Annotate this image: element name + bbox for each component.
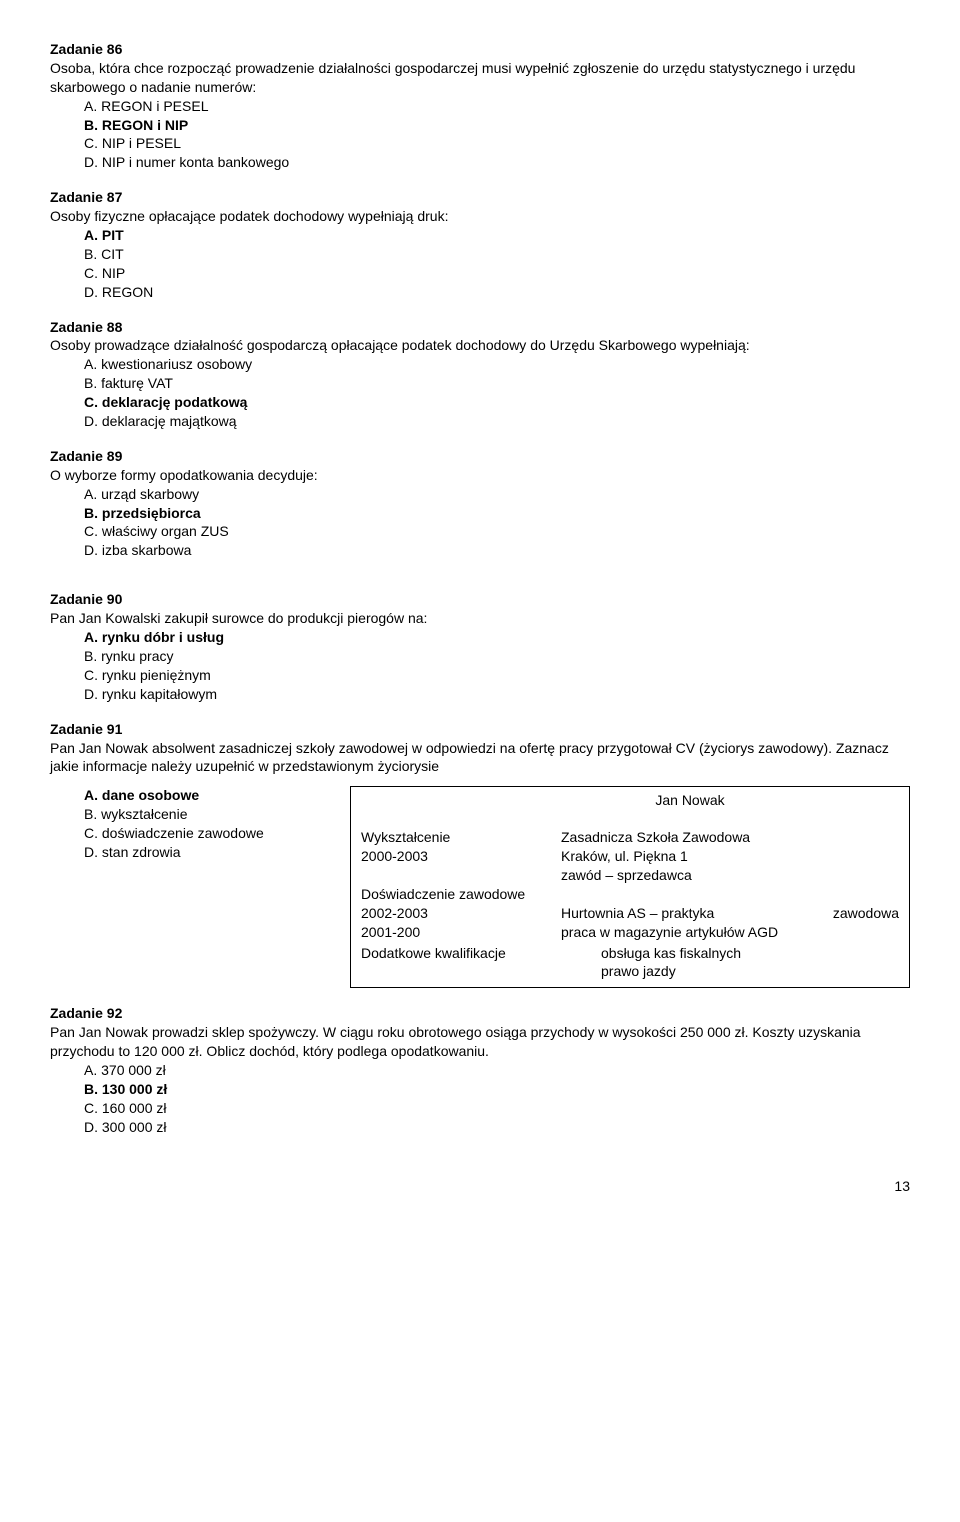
task-title: Zadanie 92	[50, 1004, 910, 1023]
answer-option: C. deklarację podatkową	[84, 393, 910, 412]
task: Zadanie 87Osoby fizyczne opłacające poda…	[50, 188, 910, 301]
options-list: A. REGON i PESELB. REGON i NIPC. NIP i P…	[50, 97, 910, 173]
answer-option: B. wykształcenie	[84, 805, 350, 824]
answer-option: A. kwestionariusz osobowy	[84, 355, 910, 374]
answer-option: B. przedsiębiorca	[84, 504, 910, 523]
task-text: Osoba, która chce rozpocząć prowadzenie …	[50, 59, 910, 97]
cv-exp-y2: 2001-200	[361, 923, 561, 942]
options-list: A. rynku dóbr i usługB. rynku pracyC. ry…	[50, 628, 910, 704]
task: Zadanie 90Pan Jan Kowalski zakupił surow…	[50, 590, 910, 703]
task-text: Osoby fizyczne opłacające podatek dochod…	[50, 207, 910, 226]
cv-exp-v1a: Hurtownia AS – praktyka	[561, 904, 714, 923]
cv-edu-header: Wykształcenie	[361, 828, 561, 847]
task-title: Zadanie 86	[50, 40, 910, 59]
answer-option: D. stan zdrowia	[84, 843, 350, 862]
answer-option: C. rynku pieniężnym	[84, 666, 910, 685]
task-title: Zadanie 91	[50, 720, 910, 739]
answer-option: A. dane osobowe	[84, 786, 350, 805]
answer-option: A. REGON i PESEL	[84, 97, 910, 116]
cv-ext-header: Dodatkowe kwalifikacje	[361, 944, 601, 963]
answer-option: B. 130 000 zł	[84, 1080, 910, 1099]
cv-ext-v1: obsługa kas fiskalnych	[601, 944, 741, 963]
cv-edu-val: Zasadnicza Szkoła Zawodowa	[561, 828, 750, 847]
answer-option: D. rynku kapitałowym	[84, 685, 910, 704]
cv-ext-v2: prawo jazdy	[601, 962, 676, 981]
options-list: A. kwestionariusz osobowyB. fakturę VATC…	[50, 355, 910, 431]
answer-option: C. 160 000 zł	[84, 1099, 910, 1118]
answer-option: C. właściwy organ ZUS	[84, 522, 910, 541]
answer-option: C. NIP	[84, 264, 910, 283]
cv-name: Jan Nowak	[361, 791, 899, 810]
answer-option: A. PIT	[84, 226, 910, 245]
cv-exp-y1: 2002-2003	[361, 904, 561, 923]
task: Zadanie 89O wyborze formy opodatkowania …	[50, 447, 910, 560]
task-title: Zadanie 88	[50, 318, 910, 337]
task: Zadanie 88Osoby prowadzące działalność g…	[50, 318, 910, 431]
task-92: Zadanie 92 Pan Jan Nowak prowadzi sklep …	[50, 1004, 910, 1136]
task-91: Zadanie 91 Pan Jan Nowak absolwent zasad…	[50, 720, 910, 989]
cv-edu-val: Kraków, ul. Piękna 1	[561, 847, 688, 866]
options-list: A. PITB. CITC. NIPD. REGON	[50, 226, 910, 302]
answer-option: B. rynku pracy	[84, 647, 910, 666]
task: Zadanie 86Osoba, która chce rozpocząć pr…	[50, 40, 910, 172]
answer-option: C. NIP i PESEL	[84, 134, 910, 153]
answer-option: A. urząd skarbowy	[84, 485, 910, 504]
cv-edu-val: zawód – sprzedawca	[561, 866, 692, 885]
answer-option: D. 300 000 zł	[84, 1118, 910, 1137]
page-number: 13	[50, 1177, 910, 1196]
answer-option: D. izba skarbowa	[84, 541, 910, 560]
cv-edu-years: 2000-2003	[361, 847, 561, 866]
answer-option: D. NIP i numer konta bankowego	[84, 153, 910, 172]
task-title: Zadanie 90	[50, 590, 910, 609]
answer-option: B. CIT	[84, 245, 910, 264]
cv-exp-v1b: zawodowa	[833, 904, 899, 923]
task-text: Pan Jan Nowak prowadzi sklep spożywczy. …	[50, 1023, 910, 1061]
answer-option: B. REGON i NIP	[84, 116, 910, 135]
task-text: Pan Jan Nowak absolwent zasadniczej szko…	[50, 739, 910, 777]
task-text: Osoby prowadzące działalność gospodarczą…	[50, 336, 910, 355]
answer-option: D. deklarację majątkową	[84, 412, 910, 431]
cv-exp-v2: praca w magazynie artykułów AGD	[561, 923, 778, 942]
answer-option: D. REGON	[84, 283, 910, 302]
answer-option: B. fakturę VAT	[84, 374, 910, 393]
cv-exp-header: Doświadczenie zawodowe	[361, 885, 899, 904]
options-list: A. urząd skarbowyB. przedsiębiorcaC. wła…	[50, 485, 910, 561]
task-title: Zadanie 87	[50, 188, 910, 207]
answer-option: A. rynku dóbr i usług	[84, 628, 910, 647]
task-text: O wyborze formy opodatkowania decyduje:	[50, 466, 910, 485]
task-title: Zadanie 89	[50, 447, 910, 466]
answer-option: A. 370 000 zł	[84, 1061, 910, 1080]
answer-option: C. doświadczenie zawodowe	[84, 824, 350, 843]
cv-box: Jan Nowak Wykształcenie Zasadnicza Szkoł…	[350, 786, 910, 988]
task-text: Pan Jan Kowalski zakupił surowce do prod…	[50, 609, 910, 628]
